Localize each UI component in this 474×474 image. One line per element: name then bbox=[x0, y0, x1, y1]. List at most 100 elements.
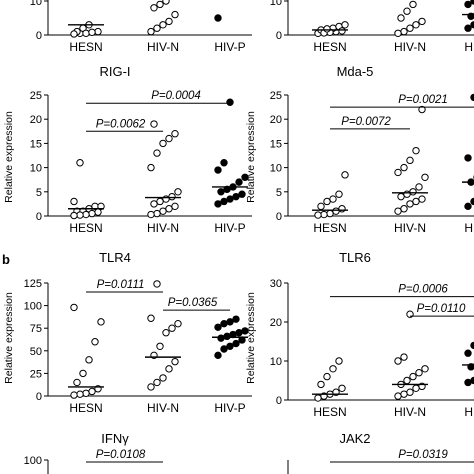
data-point bbox=[323, 372, 331, 381]
data-point bbox=[214, 166, 222, 174]
data-point bbox=[214, 323, 222, 331]
data-point bbox=[394, 29, 402, 37]
data-point bbox=[412, 21, 420, 29]
chart-title: RIG-I bbox=[99, 64, 130, 79]
y-tick-label: 10 bbox=[270, 356, 282, 368]
data-point bbox=[397, 14, 405, 22]
data-point bbox=[147, 27, 155, 36]
data-point bbox=[421, 173, 429, 181]
data-point bbox=[341, 171, 349, 179]
data-point bbox=[70, 211, 78, 220]
data-point bbox=[70, 391, 78, 399]
data-point bbox=[400, 390, 408, 398]
data-point bbox=[314, 211, 322, 219]
data-point bbox=[174, 319, 182, 328]
x-tick-label: HESN bbox=[313, 221, 346, 235]
y-tick-label: 30 bbox=[270, 278, 282, 290]
x-tick-label: HIV-N bbox=[147, 40, 179, 54]
data-point bbox=[76, 390, 84, 398]
data-point bbox=[70, 30, 78, 38]
data-point bbox=[147, 314, 155, 322]
data-point bbox=[394, 168, 402, 177]
data-point bbox=[232, 192, 240, 201]
data-point bbox=[147, 383, 155, 391]
data-point bbox=[150, 200, 158, 208]
y-tick-label: 25 bbox=[30, 368, 42, 380]
data-point bbox=[82, 29, 90, 37]
chart-title: IFNγ bbox=[101, 431, 129, 446]
data-point bbox=[159, 139, 167, 148]
p-value-label: P=0.0072 bbox=[341, 116, 391, 128]
data-point bbox=[464, 202, 472, 211]
data-point bbox=[214, 200, 222, 208]
data-point bbox=[165, 205, 173, 213]
data-point bbox=[220, 159, 228, 167]
data-point bbox=[400, 27, 408, 36]
data-point bbox=[464, 154, 472, 162]
data-point bbox=[323, 197, 331, 206]
data-point bbox=[341, 21, 349, 29]
chart-panel-1: 0 10 HESN HIV-N HIV-P bbox=[270, 0, 474, 54]
data-point bbox=[171, 10, 179, 19]
data-point bbox=[464, 349, 472, 357]
data-point bbox=[235, 329, 243, 337]
p-value-label: P=0.0111 bbox=[97, 279, 145, 291]
p-value-label: P=0.0365 bbox=[168, 297, 218, 309]
data-point bbox=[70, 197, 78, 206]
y-tick-label: 50 bbox=[30, 346, 42, 358]
data-point bbox=[238, 190, 246, 198]
data-point bbox=[165, 365, 173, 373]
data-point bbox=[412, 197, 420, 206]
x-tick-label: HIV-P bbox=[214, 221, 245, 235]
y-tick-label: 20 bbox=[270, 317, 282, 329]
data-point bbox=[162, 195, 170, 203]
y-tick-label: 75 bbox=[30, 323, 42, 335]
data-point bbox=[421, 365, 429, 373]
panel-label-b: b bbox=[2, 252, 10, 267]
data-point bbox=[220, 197, 228, 206]
data-point bbox=[314, 394, 322, 402]
charts-container: 0 10 HESN HIV-N HIV-P 0 10 HESN HIV-N HIV-P RIG-I R… bbox=[3, 0, 474, 474]
y-tick-label: 0 bbox=[36, 391, 42, 403]
data-point bbox=[97, 202, 105, 211]
x-tick-label: HIV-N bbox=[394, 405, 426, 419]
y-tick-label: 10 bbox=[270, 0, 282, 8]
y-axis-label: Relative expression bbox=[245, 111, 257, 203]
data-point bbox=[464, 378, 472, 387]
data-point bbox=[70, 303, 78, 312]
data-point bbox=[326, 209, 334, 218]
data-point bbox=[97, 318, 105, 326]
x-tick-label: HIV-P bbox=[214, 401, 245, 415]
y-axis-label: Relative expression bbox=[245, 292, 257, 384]
data-point bbox=[217, 334, 225, 342]
data-point bbox=[329, 195, 337, 203]
data-point bbox=[168, 192, 176, 201]
data-point bbox=[235, 178, 243, 186]
data-point bbox=[159, 374, 167, 382]
data-point bbox=[400, 205, 408, 213]
x-tick-label: HIV-P bbox=[214, 40, 245, 54]
data-point bbox=[335, 357, 343, 365]
data-point bbox=[415, 183, 423, 191]
data-point bbox=[418, 195, 426, 203]
data-point bbox=[168, 324, 176, 332]
data-point bbox=[403, 376, 411, 385]
y-tick-label: 25 bbox=[30, 90, 42, 102]
x-tick-label: HESN bbox=[69, 40, 102, 54]
data-point bbox=[403, 190, 411, 198]
y-tick-label: 10 bbox=[270, 163, 282, 175]
data-point bbox=[415, 369, 423, 377]
x-tick-label: HESN bbox=[69, 401, 102, 415]
y-tick-label: 0 bbox=[36, 30, 42, 42]
data-point bbox=[156, 197, 164, 206]
x-tick-label: HESN bbox=[313, 405, 346, 419]
data-point bbox=[174, 188, 182, 196]
x-tick-label: HESN bbox=[313, 40, 346, 54]
data-point bbox=[153, 280, 161, 288]
y-tick-label: 100 bbox=[24, 455, 42, 467]
data-point bbox=[162, 0, 170, 5]
data-point bbox=[418, 105, 426, 114]
chart-title: TLR4 bbox=[99, 250, 131, 265]
data-point bbox=[412, 146, 420, 155]
data-point bbox=[409, 372, 417, 381]
